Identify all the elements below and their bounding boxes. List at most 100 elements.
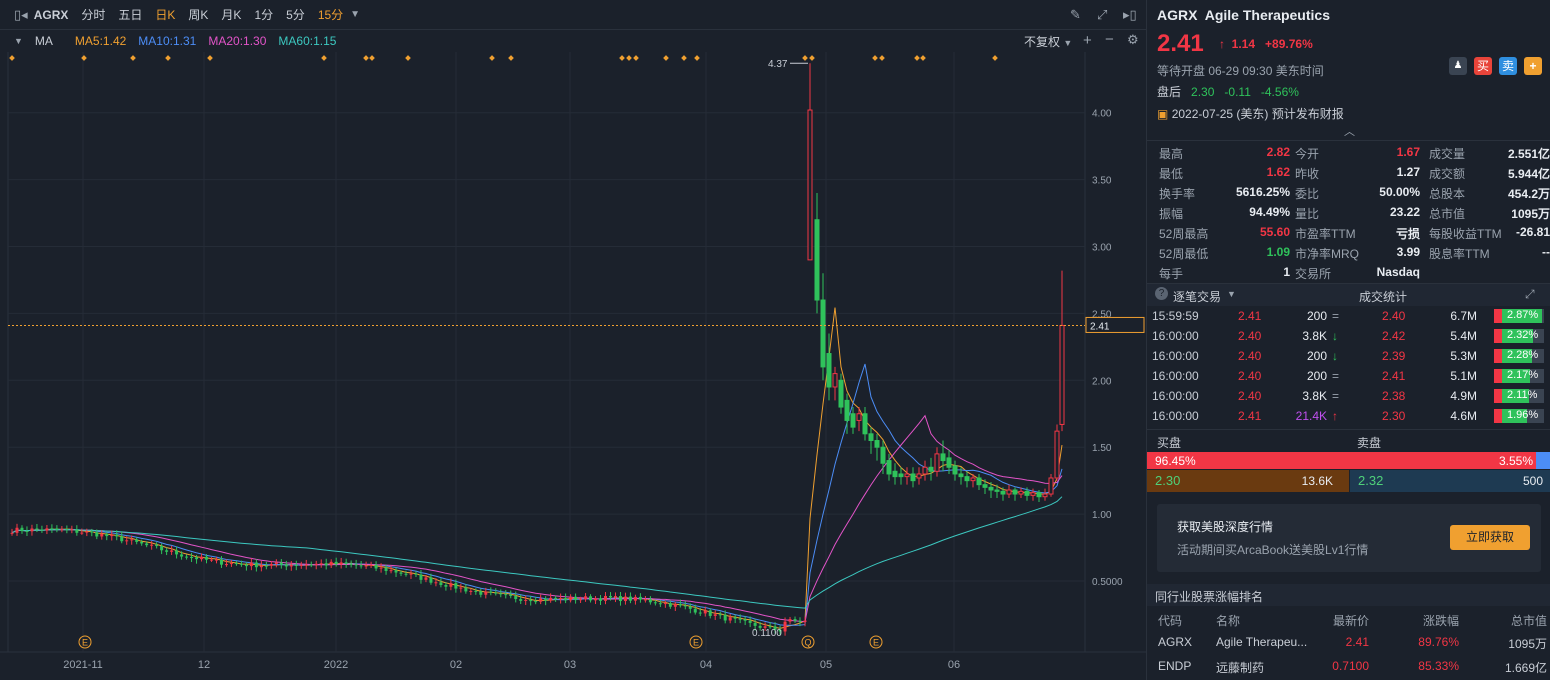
candle-body <box>185 556 189 558</box>
add-icon[interactable]: + <box>1083 32 1092 49</box>
expand-icon[interactable]: ⤢ <box>1097 7 1108 22</box>
tab-timeframe-3[interactable]: 周K <box>188 8 209 22</box>
candle-body <box>319 563 323 565</box>
ranking-col-header[interactable]: 名称 <box>1216 614 1241 628</box>
event-letter: E <box>873 638 879 648</box>
minus-icon[interactable]: − <box>1105 31 1114 48</box>
candle-body <box>604 595 608 601</box>
gear-icon[interactable]: ⚙ <box>1127 32 1139 47</box>
ranking-row[interactable]: AGRX Agile Therapeu... 2.41 89.76% 1095万 <box>1152 632 1547 652</box>
candle-body <box>608 595 612 598</box>
y-tick-label: 1.50 <box>1092 443 1112 454</box>
ranking-row[interactable]: ENDP 远藤制药 0.7100 85.33% 1.669亿 <box>1152 656 1547 676</box>
ranking-cell: 2.41 <box>1345 635 1369 649</box>
candle-body <box>75 529 79 533</box>
earnings-notice[interactable]: ▣ 2022-07-25 (美东) 预计发布财报 <box>1157 107 1344 121</box>
sell-button[interactable]: 卖 <box>1499 57 1517 75</box>
tab-timeframe-4[interactable]: 月K <box>221 8 242 22</box>
collapse-sidebar-icon[interactable]: ▸▯ <box>1123 7 1137 22</box>
chevron-down-icon[interactable]: ▼ <box>350 9 361 20</box>
tick-time: 16:00:00 <box>1152 369 1199 383</box>
help-icon[interactable]: ? <box>1155 287 1168 300</box>
stat-value: 23.22 <box>1389 205 1420 219</box>
candle-body <box>479 591 483 595</box>
tick-price: 2.41 <box>1238 309 1262 323</box>
candle-body <box>214 559 218 561</box>
candle-body <box>718 614 722 616</box>
x-tick-label: 2022 <box>324 659 348 671</box>
event-diamond-icon <box>920 55 926 61</box>
candle-body <box>1054 430 1060 479</box>
candle-body <box>1042 493 1048 498</box>
candle-body <box>474 590 478 592</box>
candle-body <box>753 622 757 626</box>
candle-body <box>459 587 463 589</box>
add-watchlist-button[interactable]: + <box>1524 57 1542 75</box>
candle-body <box>529 599 533 602</box>
tab-timeframe-2[interactable]: 日K <box>155 8 176 22</box>
candle-body <box>1024 490 1030 496</box>
stat-label: 52周最低 <box>1159 247 1209 261</box>
event-circle-icon <box>689 635 703 649</box>
stat-value: 1.67 <box>1396 145 1420 159</box>
tick-volume: 3.8K <box>1302 389 1327 403</box>
candle-body <box>229 563 233 565</box>
candle-body <box>838 379 844 408</box>
ranking-table: 代码 名称 最新价 涨跌幅 总市值 AGRX Agile Therapeu... 2.41 89… <box>1147 607 1550 680</box>
layout-icon[interactable]: ▯◂ <box>14 6 28 22</box>
indicator-bar: ▼ MA MA5:1.42 MA10:1.31 MA20:1.30 MA60:1… <box>0 30 1146 52</box>
tab-timeframe-7[interactable]: 15分 <box>317 8 344 22</box>
candle-body <box>165 550 169 552</box>
stat-label: 总股本 <box>1429 187 1466 201</box>
ranking-col-header[interactable]: 涨跌幅 <box>1422 614 1459 628</box>
candle-body <box>284 564 288 567</box>
adjust-select[interactable]: 不复权 ▼ <box>1024 35 1073 49</box>
candle-body <box>798 620 802 622</box>
candle-body <box>820 299 826 368</box>
tick-list: 15:59:59 2.41 200 = 2.40 6.7M 2.87% 16:00:00 2.4… <box>1147 306 1550 428</box>
candlestick-chart[interactable]: E E Q E 4.00 3.50 3.00 2.50 2.00 1.50 1.00 0.5000 2… <box>0 52 1146 680</box>
stat-price: 2.38 <box>1382 389 1406 403</box>
candle-body <box>379 567 383 569</box>
stat-value: 5616.25% <box>1235 185 1290 199</box>
candle-body <box>814 219 820 301</box>
ranking-col-header[interactable]: 代码 <box>1158 614 1183 628</box>
candle-body <box>35 528 39 530</box>
tab-timeframe-0[interactable]: 分时 <box>81 8 106 22</box>
market-status: 等待开盘 06-29 09:30 美东时间 <box>1157 64 1324 78</box>
candle-body <box>958 473 964 478</box>
event-diamond-icon <box>626 55 632 61</box>
draw-pen-icon[interactable]: ✎ <box>1070 7 1081 22</box>
candle-body <box>140 541 144 544</box>
candle-body <box>554 597 558 600</box>
candle-body <box>663 603 667 605</box>
tick-direction-icon: = <box>1332 369 1340 383</box>
candle-body <box>868 433 874 442</box>
stat-volume: 5.3M <box>1450 349 1477 363</box>
candle-body <box>970 477 976 482</box>
chevron-down-icon[interactable]: ▼ <box>14 36 23 46</box>
tab-timeframe-1[interactable]: 五日 <box>118 8 143 22</box>
tab-timeframe-5[interactable]: 1分 <box>254 8 274 22</box>
candle-body <box>80 532 84 534</box>
indicator-name[interactable]: MA <box>34 34 53 48</box>
candle-body <box>613 596 617 598</box>
candle-body <box>90 531 94 533</box>
bell-icon[interactable]: ♟ <box>1449 57 1467 75</box>
buy-button[interactable]: 买 <box>1474 57 1492 75</box>
chevron-up-icon[interactable]: ︿ <box>1344 126 1355 138</box>
quote-title: AGRX Agile Therapeutics <box>1157 7 1330 23</box>
candle-body <box>489 591 493 593</box>
ranking-header: 代码 名称 最新价 涨跌幅 总市值 <box>1152 609 1547 629</box>
tab-timeframe-6[interactable]: 5分 <box>286 8 305 22</box>
ranking-col-header[interactable]: 最新价 <box>1332 614 1369 628</box>
x-tick-label: 04 <box>700 659 712 671</box>
get-quote-button[interactable]: 立即获取 <box>1450 525 1530 550</box>
expand-icon[interactable]: ⤢ <box>1525 287 1535 301</box>
stat-pct: 2.28% <box>1507 349 1539 361</box>
chevron-down-icon[interactable]: ▼ <box>1227 289 1236 299</box>
ranking-col-header[interactable]: 总市值 <box>1510 614 1547 628</box>
stat-pct-bar <box>1494 309 1544 323</box>
high-price-label: 4.37 <box>768 59 788 70</box>
candle-body <box>434 582 438 584</box>
